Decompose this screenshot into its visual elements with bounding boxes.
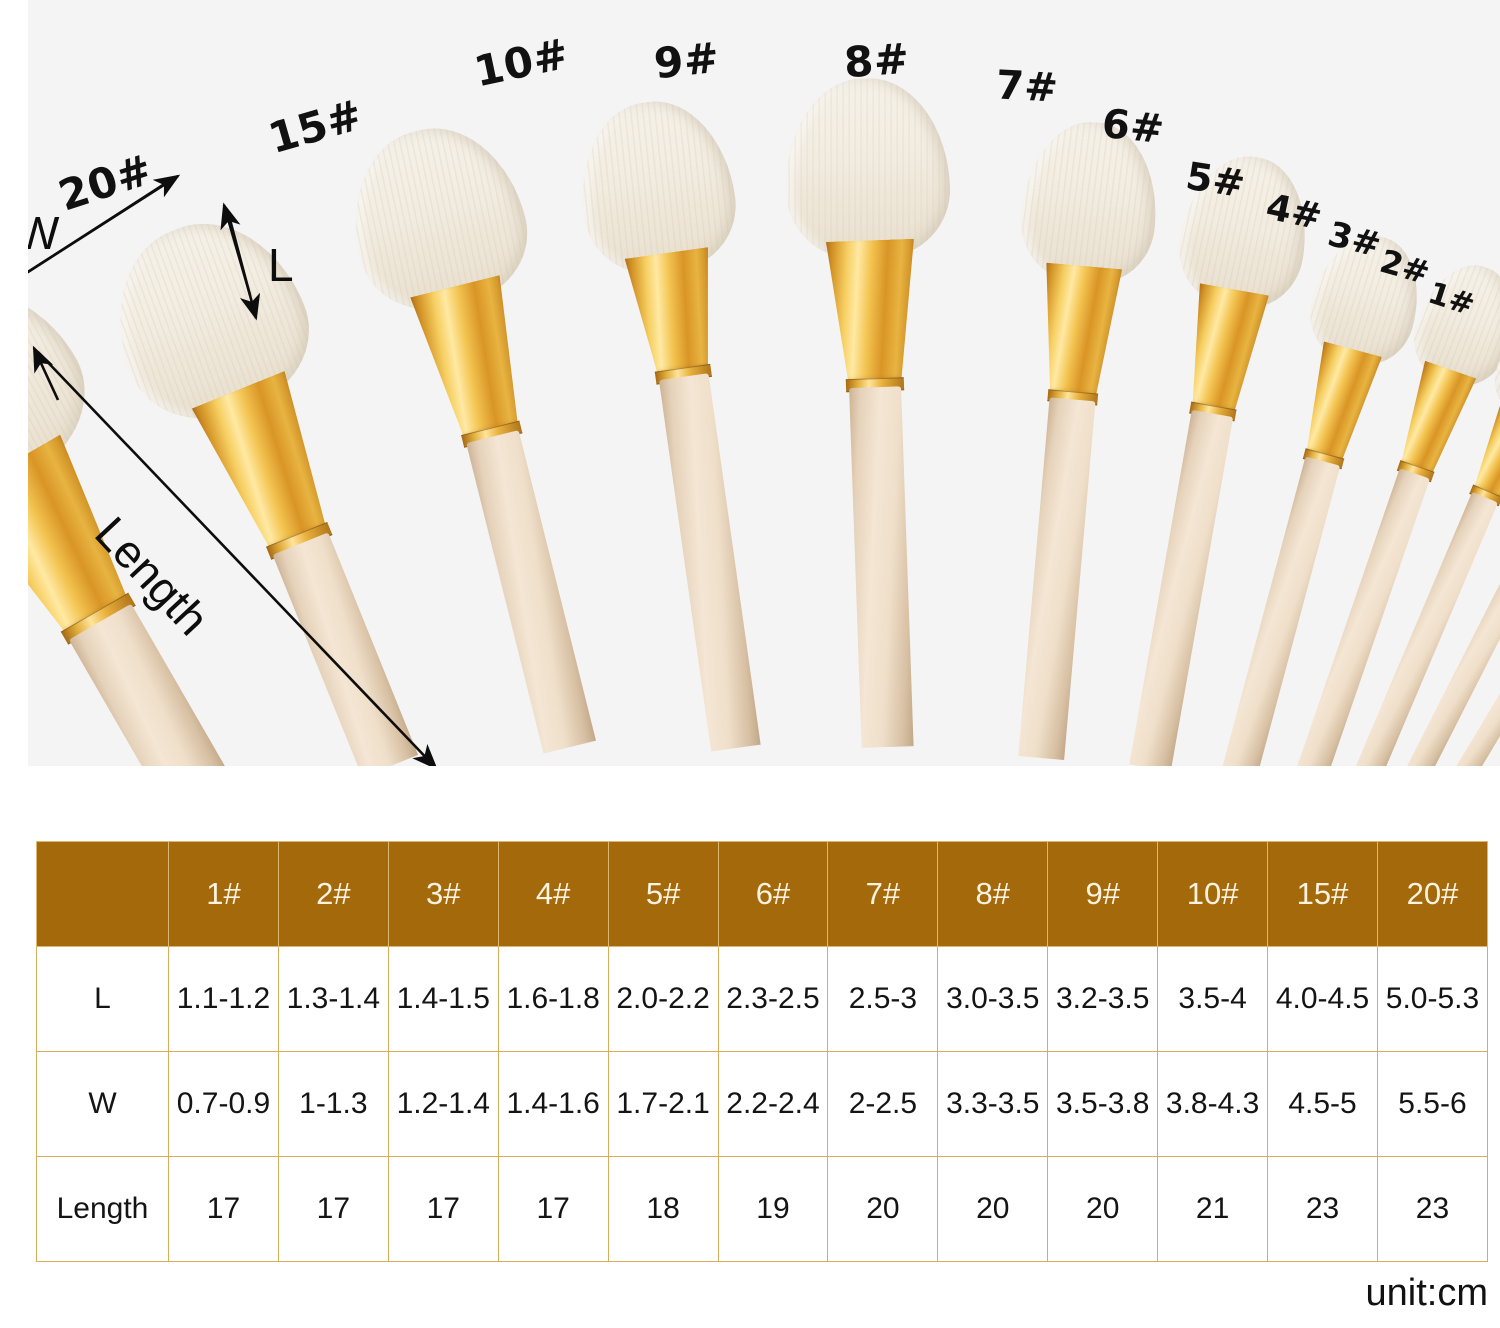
table-col-header: 4#	[497, 841, 609, 947]
table-cell: 1.4-1.6	[497, 1051, 609, 1157]
table-cell: 1.6-1.8	[497, 946, 609, 1052]
brush-ferrule	[625, 247, 725, 378]
table-cell: 23	[1267, 1156, 1378, 1262]
table-col-header: 10#	[1157, 841, 1269, 947]
table-cell: 3.5-3.8	[1047, 1051, 1159, 1157]
table-cell: 3.3-3.5	[937, 1051, 1049, 1157]
table-col-header: 9#	[1047, 841, 1159, 947]
table-cell: 4.5-5	[1267, 1051, 1378, 1157]
brush-ferrule	[1035, 263, 1122, 399]
table-col-header: 6#	[717, 841, 829, 947]
table-row: W 0.7-0.9 1-1.3 1.2-1.4 1.4-1.6 1.7-2.1 …	[36, 1051, 1489, 1157]
brush-handle	[849, 386, 914, 748]
table-cell: 1.3-1.4	[277, 946, 389, 1052]
table-cell: 3.2-3.5	[1047, 946, 1159, 1052]
table-col-header: 3#	[387, 841, 499, 947]
table-cell: 3.8-4.3	[1157, 1051, 1269, 1157]
table-cell: 20	[827, 1156, 939, 1262]
table-col-header: 1#	[168, 841, 279, 947]
table-cell: 1.4-1.5	[387, 946, 499, 1052]
table-cell: 2-2.5	[827, 1051, 939, 1157]
brush-label-10: 10#	[469, 28, 574, 97]
table-cell: 5.5-6	[1376, 1051, 1489, 1157]
table-cell: 20	[1047, 1156, 1159, 1262]
table-cell: 21	[1157, 1156, 1269, 1262]
brush-handle	[272, 532, 419, 766]
width-dimension-label: W	[28, 207, 60, 259]
table-cell: 17	[497, 1156, 609, 1262]
table-corner-cell	[36, 841, 169, 947]
table-col-header: 8#	[937, 841, 1049, 947]
table-col-header: 5#	[607, 841, 719, 947]
table-cell: 20	[937, 1156, 1049, 1262]
row-label-w: W	[36, 1051, 169, 1157]
table-cell: 2.2-2.4	[717, 1051, 829, 1157]
brush-label-5: 5#	[1182, 153, 1249, 207]
brush-handle	[466, 430, 596, 754]
brush-label-8: 8#	[842, 33, 912, 88]
table-cell: 17	[387, 1156, 499, 1262]
table-cell: 1.7-2.1	[607, 1051, 719, 1157]
brush-label-9: 9#	[651, 32, 722, 89]
table-cell: 1.1-1.2	[168, 946, 279, 1052]
table-row: Length 17 17 17 17 18 19 20 20 20 21 23 …	[36, 1156, 1489, 1262]
product-photo-panel: 20# 15# 10# 9# 8# 7# 6# 5# 4# 3# 2# 1# W…	[28, 0, 1500, 766]
brush-handle	[68, 603, 232, 766]
brush-bristle	[569, 91, 745, 282]
table-cell: 17	[277, 1156, 389, 1262]
table-cell: 2.5-3	[827, 946, 939, 1052]
table-cell: 2.3-2.5	[717, 946, 829, 1052]
table-col-header: 15#	[1267, 841, 1378, 947]
brush-ferrule	[826, 239, 919, 384]
table-cell: 1-1.3	[277, 1051, 389, 1157]
brush-label-7: 7#	[994, 62, 1060, 112]
brush-ferrule	[1465, 397, 1500, 503]
row-label-l: L	[36, 946, 169, 1052]
table-cell: 19	[717, 1156, 829, 1262]
table-cell: 2.0-2.2	[607, 946, 719, 1052]
table-row: L 1.1-1.2 1.3-1.4 1.4-1.5 1.6-1.8 2.0-2.…	[36, 946, 1489, 1052]
row-label-length: Length	[36, 1156, 169, 1262]
brush-label-20: 20#	[52, 144, 159, 221]
table-cell: 18	[607, 1156, 719, 1262]
table-cell: 3.5-4	[1157, 946, 1269, 1052]
table-cell: 23	[1376, 1156, 1489, 1262]
table-col-header: 7#	[827, 841, 939, 947]
bristle-length-dimension-label: L	[268, 239, 294, 291]
table-header-row: 1# 2# 3# 4# 5# 6# 7# 8# 9# 10# 15# 20#	[36, 841, 1489, 947]
table-cell: 1.2-1.4	[387, 1051, 499, 1157]
brush-label-6: 6#	[1099, 100, 1167, 154]
brush-bristle	[782, 75, 953, 262]
brush-ferrule	[410, 275, 536, 443]
table-cell: 17	[168, 1156, 279, 1262]
table-cell: 4.0-4.5	[1267, 946, 1378, 1052]
unit-note: unit:cm	[1365, 1272, 1488, 1314]
table-cell: 5.0-5.3	[1376, 946, 1489, 1052]
brush-handle	[658, 373, 761, 752]
table-col-header: 2#	[277, 841, 389, 947]
table-cell: 3.0-3.5	[937, 946, 1049, 1052]
brush-ferrule	[1179, 283, 1269, 415]
brush-8	[764, 75, 988, 762]
size-specification-table: 1# 2# 3# 4# 5# 6# 7# 8# 9# 10# 15# 20# L…	[36, 841, 1489, 1262]
table-cell: 0.7-0.9	[168, 1051, 279, 1157]
table-col-header: 20#	[1376, 841, 1489, 947]
